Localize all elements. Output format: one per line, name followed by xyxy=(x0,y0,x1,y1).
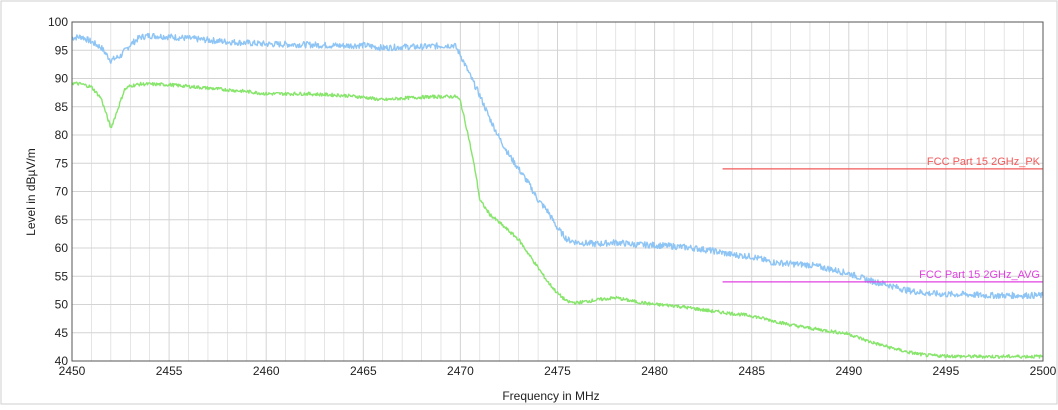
series-layer xyxy=(71,32,1044,359)
y-tick-label: 100 xyxy=(48,15,68,29)
x-tick-label: 2450 xyxy=(59,364,86,378)
limit-layer: FCC Part 15 2GHz_PK FCC Part 15 2GHz_AVG xyxy=(722,156,1043,283)
y-tick-label: 85 xyxy=(55,100,69,114)
x-tick-label: 2470 xyxy=(447,364,474,378)
y-tick-label: 75 xyxy=(55,156,69,170)
y-tick-label: 55 xyxy=(55,269,69,283)
y-tick-label: 45 xyxy=(55,326,69,340)
x-tick-label: 2475 xyxy=(544,364,571,378)
y-tick-label: 60 xyxy=(55,241,69,255)
y-tick-label: 50 xyxy=(55,298,69,312)
y-tick-label: 70 xyxy=(55,185,69,199)
x-tick-label: 2485 xyxy=(738,364,765,378)
x-axis-label: Frequency in MHz xyxy=(502,389,599,403)
y-axis-label: Level in dBµV/m xyxy=(24,148,38,236)
y-tick-label: 80 xyxy=(55,128,69,142)
limit-line-label: FCC Part 15 2GHz_PK xyxy=(927,156,1041,168)
y-tick-label: 95 xyxy=(55,43,69,57)
y-tick-label: 40 xyxy=(55,354,69,368)
series-line-1 xyxy=(71,32,1044,300)
x-tick-label: 2465 xyxy=(350,364,377,378)
y-tick-label: 65 xyxy=(55,213,69,227)
plot-frame xyxy=(71,21,1044,362)
x-tick-label: 2495 xyxy=(933,364,960,378)
y-tick-label: 90 xyxy=(55,72,69,86)
x-tick-label: 2500 xyxy=(1030,364,1057,378)
x-tick-label: 2455 xyxy=(156,364,183,378)
x-tick-label: 2460 xyxy=(253,364,280,378)
x-tick-label: 2490 xyxy=(835,364,862,378)
tick-layer: 2450 2455 2460 2465 2470 2475 2480 2485 2490 2495… xyxy=(48,15,1057,378)
limit-line-label: FCC Part 15 2GHz_AVG xyxy=(919,269,1040,281)
series-line-2 xyxy=(71,81,1044,359)
x-tick-label: 2480 xyxy=(641,364,668,378)
